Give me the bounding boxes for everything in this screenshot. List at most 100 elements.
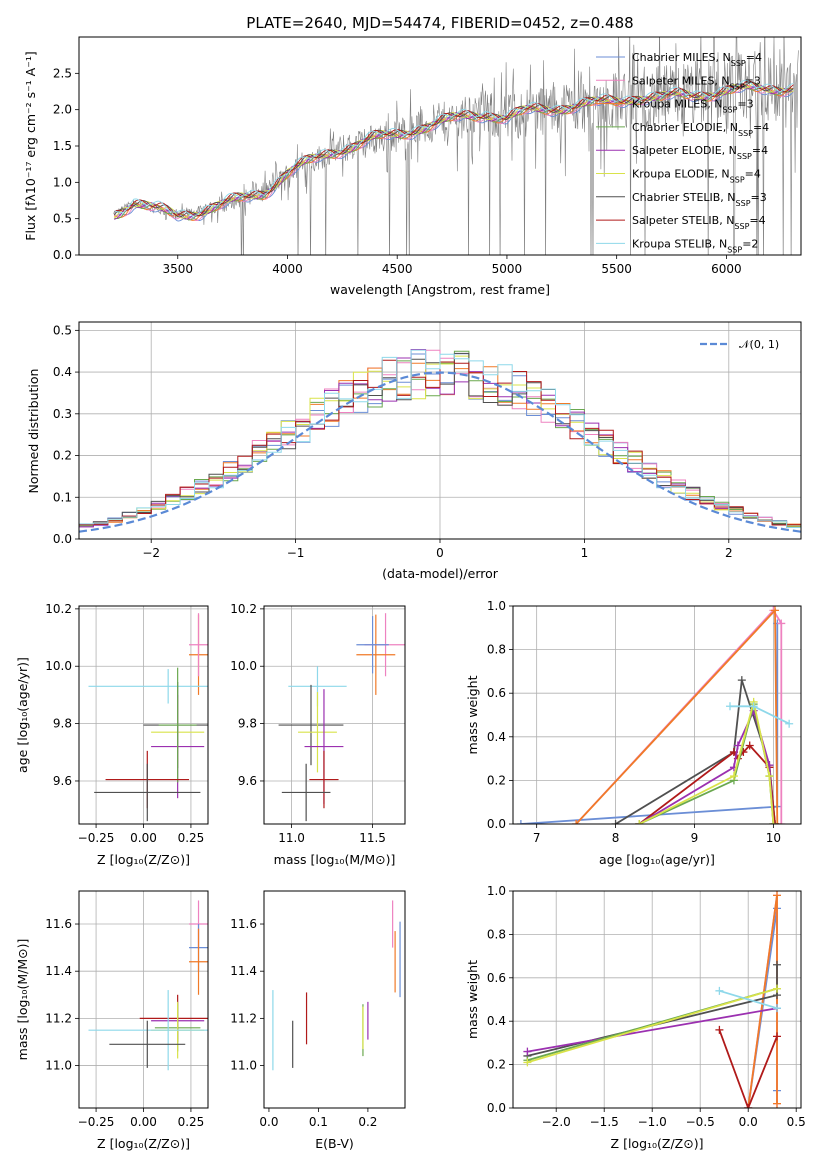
y-tick-label: 1.0 — [487, 599, 506, 613]
y-tick-label: 0.4 — [487, 730, 506, 744]
x-tick-label: 0.2 — [358, 1115, 377, 1129]
legend-label: Chabrier ELODIE, NSSP=4 — [632, 121, 769, 138]
model-spectrum-7 — [113, 80, 794, 217]
errorbar-panel-2: −0.25 0.00 0.25 9.6 9.8 10.0 10.2 Z [log₁₀(Z/Z⊙… — [15, 602, 209, 867]
legend-label: Salpeter ELODIE, NSSP=4 — [632, 144, 768, 161]
y-tick-label: 2.5 — [53, 66, 72, 80]
weight-marker — [635, 820, 644, 824]
legend-label: 𝒩(0, 1) — [739, 338, 779, 351]
x-tick-label: 11.0 — [278, 831, 305, 845]
x-tick-label: 2 — [725, 546, 733, 560]
legend-label: Chabrier STELIB, NSSP=3 — [632, 191, 767, 208]
axes-frame — [78, 890, 209, 1109]
y-tick-label: 9.6 — [53, 774, 72, 788]
x-tick-label: 0.5 — [787, 1115, 806, 1129]
y-axis-label: mass weight — [465, 960, 480, 1039]
y-tick-label: 11.6 — [45, 917, 72, 931]
y-tick-label: 2.0 — [53, 103, 72, 117]
y-tick-label: 0.0 — [487, 817, 506, 831]
y-tick-label: 0.0 — [487, 1101, 506, 1115]
x-tick-label: −0.25 — [78, 1115, 115, 1129]
weight-marker — [777, 619, 786, 628]
x-tick-label: 0.1 — [309, 1115, 328, 1129]
weight-line-3 — [718, 1029, 778, 1108]
weight-line-5 — [527, 1007, 778, 1053]
y-tick-label: 9.8 — [53, 717, 72, 731]
weight-line-2 — [575, 608, 779, 824]
weight-marker — [745, 741, 754, 750]
y-tick-label: 0.6 — [487, 971, 506, 985]
weight-marker — [773, 1004, 781, 1013]
y-tick-label: 0.1 — [53, 490, 72, 504]
errorbar-panel-5: −0.25 0.00 0.25 11.0 11.2 11.4 11.6 Z [log₁₀(Z/… — [15, 890, 209, 1151]
weight-marker — [523, 1047, 532, 1056]
y-tick-label: 0.0 — [53, 532, 72, 546]
gaussian-curve — [79, 371, 801, 533]
y-tick-label: 0.2 — [53, 449, 72, 463]
errorbar-plot — [88, 613, 208, 822]
x-tick-label: 0.0 — [739, 1115, 758, 1129]
weight-marker — [737, 676, 746, 685]
y-tick-label: 11.4 — [230, 964, 257, 978]
weight-marker — [715, 1025, 724, 1034]
model-spectrum-6 — [113, 81, 794, 218]
weight-panel-4: 7 8 9 10 0.0 0.2 0.4 0.6 0.8 1.0 age [log₁₀(age/yr… — [465, 599, 802, 867]
weight-marker — [729, 772, 738, 781]
y-tick-label: 10.2 — [45, 602, 72, 616]
y-tick-label: 10.2 — [230, 602, 257, 616]
y-tick-label: 11.2 — [230, 1011, 257, 1025]
residual-histogram-4 — [79, 349, 801, 528]
errorbar-panel-6: 0.0 0.1 0.2 11.0 11.2 11.4 11.6 E(B-V) — [230, 890, 406, 1151]
y-tick-label: 10.0 — [230, 659, 257, 673]
weight-marker — [572, 820, 581, 824]
x-tick-label: −2.0 — [542, 1115, 571, 1129]
y-tick-label: 1.0 — [487, 884, 506, 898]
model-spectrum-5 — [113, 83, 794, 219]
x-tick-label: 10 — [766, 831, 781, 845]
x-tick-label: 4500 — [382, 262, 413, 276]
y-tick-label: 0.0 — [53, 248, 72, 262]
weight-marker — [773, 1099, 781, 1108]
y-tick-label: 11.4 — [45, 964, 72, 978]
axes-frame — [78, 605, 209, 825]
x-tick-label: 3500 — [162, 262, 193, 276]
model-spectrum-8 — [114, 79, 794, 217]
weight-marker — [611, 820, 620, 824]
x-tick-label: 11.5 — [359, 831, 386, 845]
legend-label: Kroupa STELIB, NSSP=2 — [632, 237, 758, 254]
x-axis-label: wavelength [Angstrom, rest frame] — [330, 282, 550, 297]
y-tick-label: 11.2 — [45, 1011, 72, 1025]
spectrum-plot — [112, 37, 799, 255]
weight-marker — [715, 986, 724, 995]
legend-label: Salpeter MILES, NSSP=3 — [632, 74, 761, 91]
y-axis-label: Normed distribution — [26, 369, 41, 494]
axes-frame — [78, 36, 802, 256]
weight-marker — [523, 1058, 532, 1067]
x-tick-label: 5500 — [601, 262, 632, 276]
y-tick-label: 9.8 — [238, 717, 257, 731]
histogram-plot — [79, 349, 801, 533]
y-tick-label: 9.6 — [238, 774, 257, 788]
x-tick-label: 0.25 — [178, 1115, 205, 1129]
x-tick-label: −1.0 — [638, 1115, 667, 1129]
y-tick-label: 0.4 — [53, 365, 72, 379]
x-tick-label: 0 — [436, 546, 444, 560]
y-tick-label: 1.5 — [53, 139, 72, 153]
x-tick-label: 0.00 — [130, 831, 157, 845]
observed-spectrum — [112, 37, 799, 255]
x-tick-label: 6000 — [711, 262, 742, 276]
y-tick-label: 11.0 — [45, 1059, 72, 1073]
axes-frame — [512, 605, 802, 825]
axes-frame — [512, 890, 802, 1109]
x-tick-label: 0.25 — [178, 831, 205, 845]
y-tick-label: 1.0 — [53, 175, 72, 189]
weight-marker — [725, 702, 734, 711]
weight-plot — [516, 606, 794, 824]
errorbar-plot — [272, 900, 401, 1071]
chart-title: PLATE=2640, MJD=54474, FIBERID=0452, z=0… — [246, 14, 633, 32]
x-tick-label: 9 — [691, 831, 699, 845]
residual-histogram-8 — [79, 349, 801, 528]
x-axis-label: Z [log₁₀(Z/Z⊙)] — [97, 1136, 190, 1151]
weight-marker — [785, 719, 794, 728]
